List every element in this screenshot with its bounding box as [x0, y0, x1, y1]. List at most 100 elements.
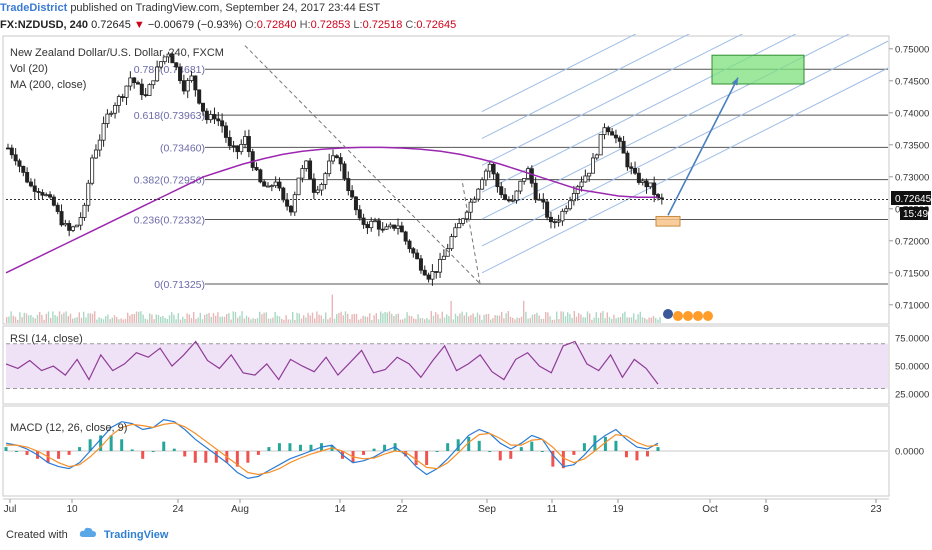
macd-hist-bar: [99, 435, 103, 451]
projection-arrow[interactable]: [667, 77, 739, 216]
tradingview-logo[interactable]: TradingView: [103, 529, 169, 541]
volume-bar: [355, 313, 358, 323]
volume-bar: [267, 318, 270, 323]
event-dot-icon[interactable]: [703, 311, 713, 321]
volume-bar: [571, 317, 573, 323]
volume-bar: [518, 318, 520, 323]
volume-bar: [63, 312, 65, 323]
channel-line[interactable]: [481, 0, 888, 139]
volume-bar: [127, 312, 129, 323]
volume-bar: [657, 319, 659, 323]
volume-bar: [437, 314, 439, 323]
event-dot-icon[interactable]: [683, 311, 693, 321]
volume-bar: [230, 319, 232, 323]
chart-area[interactable]: 0.786(0.74681) 0.618(0.73963) (0.73460) 0.3…: [0, 0, 932, 516]
candlestick: [197, 89, 202, 105]
volume-bar: [622, 313, 624, 323]
candlestick: [591, 152, 596, 174]
channel-line[interactable]: [481, 40, 889, 247]
macd-hist-bar: [151, 451, 155, 452]
fib-level-label: (0.73460): [160, 142, 205, 154]
earnings-events[interactable]: [663, 309, 713, 321]
volume-bar: [239, 315, 241, 323]
macd-hist-bar: [109, 435, 113, 451]
candlestick: [223, 122, 228, 143]
time-axis[interactable]: Jul 10 24 Aug 14 22 Sep 11 19 Oct 9 23: [4, 499, 882, 515]
volume-bar: [34, 318, 36, 323]
volume-bar: [261, 314, 263, 323]
candlestick: [254, 162, 259, 172]
macd-hist-bar: [572, 451, 576, 455]
channel-line[interactable]: [481, 13, 889, 220]
trend-dashed-line[interactable]: [461, 179, 481, 284]
macd-hist-bar: [246, 451, 250, 463]
volume-bar: [89, 313, 91, 323]
candlestick: [506, 196, 511, 203]
candlestick: [288, 204, 293, 216]
volume-bar: [373, 315, 375, 323]
close-label: C:: [405, 19, 417, 31]
candlestick: [109, 110, 114, 117]
volume-bar: [199, 312, 201, 323]
chart-svg[interactable]: 0.786(0.74681) 0.618(0.73963) (0.73460) 0.3…: [0, 0, 932, 516]
volume-bar: [144, 318, 146, 323]
candlestick: [514, 190, 519, 204]
volume-bar: [61, 314, 63, 323]
volume-bar: [479, 314, 481, 323]
rsi-tick-label: 50.0000: [895, 362, 929, 373]
price-tick-label: 0.72000: [895, 236, 929, 247]
volume-bar: [314, 318, 316, 323]
volume-bar: [111, 317, 113, 323]
volume-bar: [415, 319, 417, 323]
price-tick-label: 0.74500: [895, 76, 929, 87]
entry-zone-box[interactable]: [655, 215, 681, 227]
candlestick: [617, 135, 622, 149]
event-dot-icon[interactable]: [673, 311, 683, 321]
volume-bar: [325, 312, 327, 323]
candlestick: [200, 102, 205, 116]
candlestick: [644, 178, 649, 194]
candlestick: [120, 93, 125, 102]
volume-bar: [292, 312, 294, 323]
volume-bar: [135, 311, 138, 323]
low-value: 0.72518: [362, 19, 403, 31]
event-dot-icon[interactable]: [693, 311, 703, 321]
volume-bar: [503, 318, 505, 323]
macd-hist-bar: [57, 451, 61, 459]
candlestick: [453, 223, 458, 238]
volume-bar: [393, 315, 395, 323]
candlestick: [204, 108, 209, 124]
volume-bar: [380, 311, 382, 323]
volume-bar: [648, 317, 650, 323]
rsi-tick-label: 75.0000: [895, 334, 929, 345]
volume-bar: [536, 312, 538, 323]
candlestick: [258, 168, 263, 184]
volume-bar: [173, 314, 175, 323]
volume-bar: [553, 319, 556, 323]
channel-line[interactable]: [481, 0, 888, 166]
volume-bar: [613, 314, 615, 323]
price-axis[interactable]: 0.750000.745000.740000.735000.730000.725…: [889, 44, 929, 311]
macd-hist-bar: [15, 451, 19, 452]
candlestick: [560, 208, 565, 226]
candlestick: [415, 249, 420, 260]
target-zone-box[interactable]: [711, 54, 805, 85]
volume-bar: [551, 319, 553, 323]
volume-bar: [28, 315, 30, 323]
ascending-channel[interactable]: [461, 0, 889, 284]
candlestick: [55, 202, 60, 215]
candlestick: [323, 171, 328, 190]
author-name[interactable]: TradeDistrict: [0, 2, 68, 14]
channel-line[interactable]: [481, 67, 889, 274]
macd-label: MACD (12, 26, close, 9): [10, 422, 127, 434]
candlestick: [369, 217, 374, 232]
macd-hist-bar: [624, 451, 628, 458]
event-dot-icon[interactable]: [663, 309, 673, 319]
volume-bar: [116, 316, 118, 323]
candlestick: [116, 94, 121, 113]
candlestick: [162, 56, 167, 65]
time-tick-label: Aug: [231, 504, 249, 515]
ma200-line: [5, 146, 658, 274]
volume-bar: [490, 319, 492, 323]
candlestick: [28, 178, 33, 188]
